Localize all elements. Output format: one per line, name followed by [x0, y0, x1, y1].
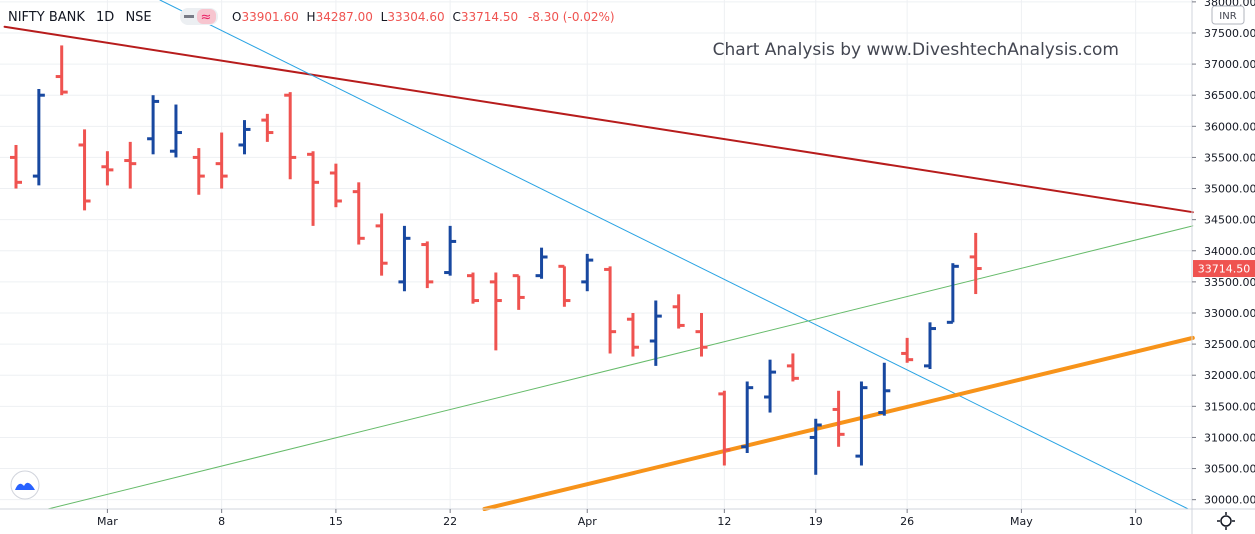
ohlc-bar[interactable] — [238, 120, 251, 155]
y-tick-label: 38000.00 — [1204, 0, 1255, 9]
symbol-name: NIFTY BANK — [8, 10, 85, 25]
ohlc-bar[interactable] — [32, 88, 45, 186]
ohlc-bar[interactable] — [78, 129, 91, 211]
y-tick-label: 37500.00 — [1204, 27, 1255, 40]
x-tick-label: 15 — [329, 515, 343, 528]
ohlc-bar[interactable] — [581, 253, 594, 292]
ohlc-bar[interactable] — [101, 151, 114, 186]
ohlc-bar[interactable] — [352, 182, 365, 245]
y-tick-label: 35000.00 — [1204, 183, 1255, 196]
ohlc-bar[interactable] — [832, 390, 845, 447]
y-tick-label: 33500.00 — [1204, 276, 1255, 289]
low-value: 33304.60 — [387, 10, 444, 24]
x-tick-label: Apr — [578, 515, 598, 528]
y-tick-label: 37000.00 — [1204, 58, 1255, 71]
wave-icon: ≈ — [201, 10, 212, 25]
trendline-steep[interactable] — [159, 0, 1189, 510]
gear-icon[interactable] — [1217, 512, 1235, 530]
price-axis[interactable]: 30000.00 30500.00 31000.00 31500.00 32000.00… — [1192, 0, 1255, 507]
ohlc-bar[interactable] — [946, 263, 959, 324]
ohlc-bar[interactable] — [124, 141, 137, 189]
open-value: 33901.60 — [241, 10, 298, 24]
y-tick-label: 33000.00 — [1204, 307, 1255, 320]
ohlc-bar[interactable] — [809, 418, 822, 475]
x-tick-label: 22 — [443, 515, 457, 528]
y-tick-label: 35500.00 — [1204, 151, 1255, 164]
close-value: 33714.50 — [461, 10, 518, 24]
ohlc-bar[interactable] — [467, 272, 479, 304]
x-tick-label: May — [1010, 515, 1033, 528]
ohlc-bar[interactable] — [718, 390, 731, 466]
ohlc-bar[interactable] — [215, 132, 228, 189]
ohlc-bar[interactable] — [878, 362, 891, 416]
ohlc-bar[interactable] — [901, 337, 914, 363]
ohlc-bars — [10, 45, 982, 475]
x-tick-label: Mar — [97, 515, 118, 528]
y-tick-label: 36000.00 — [1204, 120, 1255, 133]
exchange: NSE — [125, 10, 151, 25]
ohlc-bar[interactable] — [169, 104, 182, 158]
interval: 1D — [96, 10, 114, 25]
ohlc-bar[interactable] — [444, 225, 457, 276]
ohlc-bar[interactable] — [375, 213, 388, 276]
x-tick-label: 10 — [1129, 515, 1143, 528]
symbol-legend[interactable]: NIFTY BANK 1D NSE ≈ O33901.60 H34287.00 … — [8, 8, 615, 25]
y-tick-label: 30500.00 — [1204, 463, 1255, 476]
ohlc-bar[interactable] — [741, 381, 754, 453]
ohlc-bar[interactable] — [192, 148, 205, 195]
x-tick-label: 26 — [900, 515, 914, 528]
ohlc-bar[interactable] — [855, 381, 868, 466]
x-tick-label: 12 — [717, 515, 731, 528]
compare-pill[interactable] — [197, 9, 216, 24]
ohlc-bar[interactable] — [147, 95, 160, 155]
ohlc-bar[interactable] — [672, 294, 685, 329]
currency-badge[interactable]: INR — [1211, 5, 1245, 25]
ohlc-bar[interactable] — [649, 300, 662, 366]
y-tick-label: 34000.00 — [1204, 245, 1255, 258]
x-tick-label: 19 — [809, 515, 823, 528]
high-value: 34287.00 — [316, 10, 373, 24]
trendline-mid[interactable] — [47, 225, 1194, 510]
y-tick-label: 34500.00 — [1204, 214, 1255, 227]
ohlc-bar[interactable] — [604, 266, 617, 354]
ohlc-bar[interactable] — [55, 45, 68, 96]
currency-label: INR — [1219, 11, 1236, 22]
ohlc-bar[interactable] — [535, 247, 548, 279]
y-tick-label: 30000.00 — [1204, 494, 1255, 507]
ohlc-bar[interactable] — [329, 163, 342, 208]
y-tick-label: 31000.00 — [1204, 431, 1255, 444]
logo-icon[interactable] — [10, 470, 40, 500]
ohlc-bar[interactable] — [924, 322, 936, 369]
ohlc-bar[interactable] — [695, 312, 708, 357]
y-tick-label: 32000.00 — [1204, 369, 1255, 382]
change-value: -8.30 (-0.02%) — [528, 10, 615, 24]
y-tick-label: 32500.00 — [1204, 338, 1255, 351]
ohlc-bar[interactable] — [10, 144, 22, 189]
watermark-text: Chart Analysis by www.DiveshtechAnalysis… — [713, 40, 1119, 60]
last-price-marker: 33714.50 — [1193, 260, 1255, 278]
trendline-resistance[interactable] — [3, 25, 1194, 214]
ohlc-bar[interactable] — [307, 151, 320, 226]
svg-text:NIFTY BANK 1D NSE: NIFTY BANK 1D NSE — [8, 10, 152, 25]
x-tick-label: 8 — [218, 515, 225, 528]
ohlc-bar[interactable] — [626, 312, 639, 357]
ohlc-bar[interactable] — [512, 274, 525, 310]
ohlc-bar[interactable] — [786, 353, 799, 382]
ohlc-bar[interactable] — [398, 225, 411, 292]
time-axis[interactable]: Mar 8 15 22 Apr 12 19 26 May 10 — [97, 509, 1143, 528]
dash-icon — [184, 15, 194, 18]
y-tick-label: 31500.00 — [1204, 400, 1255, 413]
ohlc-bar[interactable] — [284, 92, 297, 180]
ohlc-values: O33901.60 H34287.00 L33304.60 C33714.50 … — [232, 10, 615, 24]
ohlc-bar[interactable] — [764, 359, 777, 413]
y-tick-label: 36500.00 — [1204, 89, 1255, 102]
ohlc-bar[interactable] — [489, 272, 502, 351]
ohlc-bar[interactable] — [558, 264, 571, 307]
last-price-label: 33714.50 — [1198, 263, 1251, 276]
ohlc-bar[interactable] — [969, 232, 982, 295]
ohlc-bar[interactable] — [421, 241, 434, 289]
ohlc-bar[interactable] — [261, 113, 274, 142]
